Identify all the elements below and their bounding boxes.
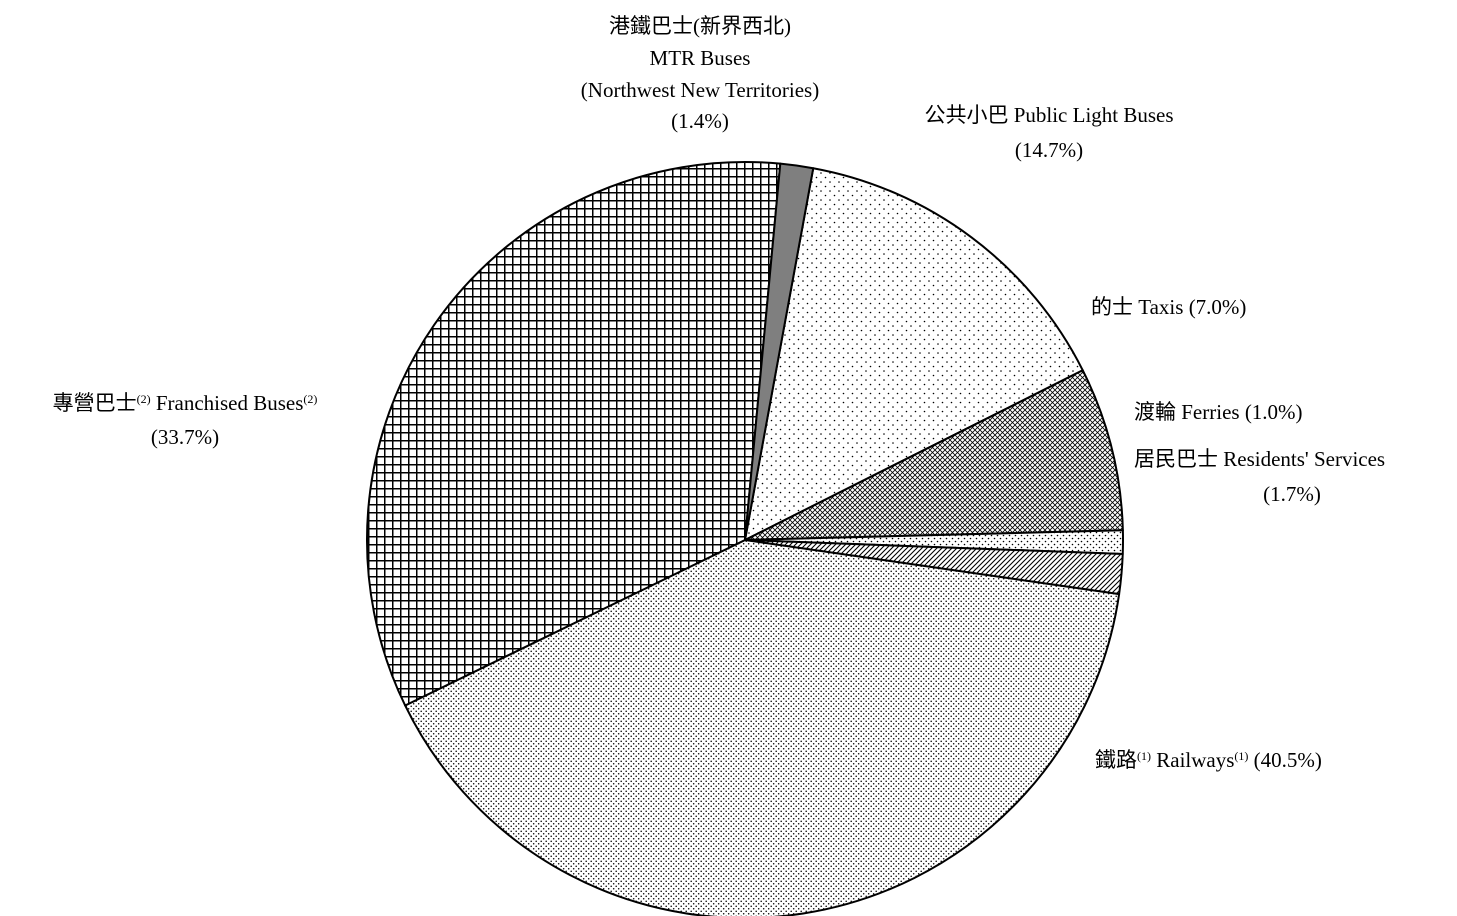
label-franchised-buses-pct: (33.7%) [151,425,219,449]
pie-labels: 港鐵巴士(新界西北) MTR Buses (Northwest New Terr… [53,14,1386,772]
label-railways: 鐵路(1) Railways(1) (40.5%) [1095,748,1322,772]
label-franchised-buses-zh: 專營巴士 [53,391,137,415]
label-mtr-buses-region: (Northwest New Territories) [581,78,819,102]
label-railways-en: Railways [1151,748,1234,772]
pie-slice-railways [404,539,1121,916]
label-public-light-buses: 公共小巴 Public Light Buses [924,103,1173,127]
label-mtr-buses-pct: (1.4%) [671,109,729,133]
label-franchised-buses-note-1: (2) [137,392,151,406]
label-franchised-buses-note-2: (2) [303,392,317,406]
label-railways-zh: 鐵路 [1095,748,1137,772]
label-franchised-buses-en: Franchised Buses [151,391,304,415]
label-ferries: 渡輪 Ferries (1.0%) [1134,400,1303,424]
pie-slices [366,161,1124,916]
label-railways-note-2: (1) [1234,749,1248,763]
label-residents-services: 居民巴士 Residents' Services [1134,447,1385,471]
label-franchised-buses: 專營巴士(2) Franchised Buses(2) [53,391,318,415]
pie-slice-taxis [744,369,1124,541]
label-public-light-buses-pct: (14.7%) [1015,138,1083,162]
label-railways-note-1: (1) [1137,749,1151,763]
pie-slice-public-light-buses [744,167,1084,541]
label-railways-pct: (40.5%) [1248,748,1321,772]
pie-slice-franchised-buses [366,161,782,707]
label-taxis: 的士 Taxis (7.0%) [1091,295,1246,319]
pie-slice-mtr-buses [744,162,815,541]
label-residents-services-pct: (1.7%) [1263,482,1321,506]
label-mtr-buses-en: MTR Buses [650,46,751,70]
label-mtr-buses-zh: 港鐵巴士(新界西北) [609,14,791,38]
